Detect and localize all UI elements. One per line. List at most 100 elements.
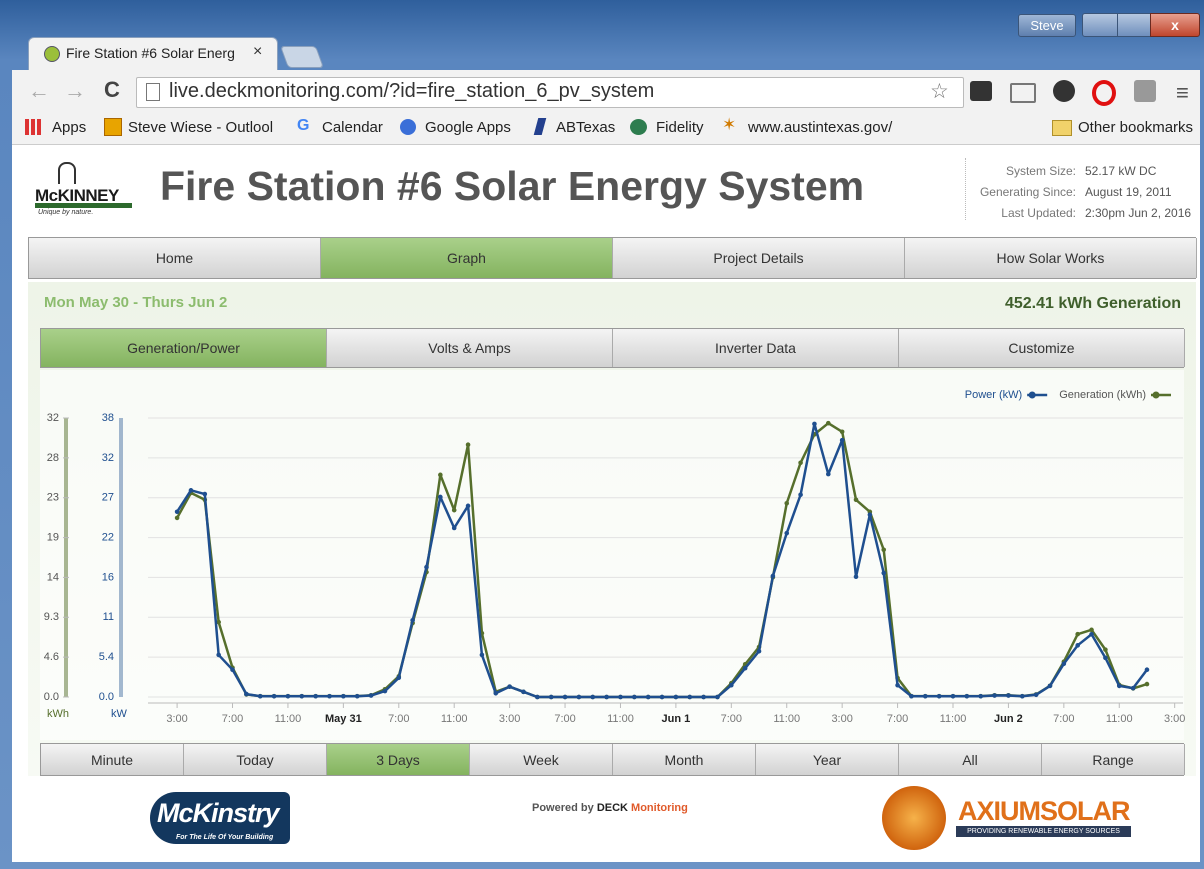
point: [216, 652, 221, 658]
tab[interactable]: [28, 37, 278, 72]
nav-button[interactable]: Graph: [321, 238, 613, 278]
range-button[interactable]: Today: [184, 744, 327, 775]
point: [1103, 647, 1108, 652]
point: [798, 492, 803, 498]
page-icon: [146, 83, 160, 101]
point: [1075, 643, 1080, 648]
bookmark[interactable]: Other bookmarks: [1078, 119, 1194, 136]
range-button[interactable]: All: [899, 744, 1042, 775]
x-tick-label: 3:00: [499, 713, 520, 725]
point: [1130, 685, 1136, 691]
opera-icon[interactable]: [1092, 80, 1116, 106]
x-tick-label: 7:00: [388, 713, 409, 725]
y-tick-label: 32: [102, 452, 114, 464]
point: [465, 503, 471, 509]
range-button[interactable]: Minute: [41, 744, 184, 775]
point: [438, 472, 443, 478]
y2-tick-label: 28: [47, 452, 59, 464]
address-bar[interactable]: [136, 77, 964, 108]
point: [909, 693, 914, 699]
x-tick-label: Jun 1: [662, 713, 691, 725]
folder-icon: [1052, 120, 1072, 136]
point: [853, 497, 859, 503]
point: [327, 693, 332, 699]
reload-button[interactable]: C: [104, 77, 120, 102]
point: [244, 691, 249, 697]
profile-button[interactable]: Steve: [1018, 14, 1076, 37]
point: [881, 570, 887, 576]
point: [881, 547, 887, 553]
bookmark[interactable]: ABTexas: [556, 119, 616, 136]
x-tick-label: Jun 2: [994, 713, 1023, 725]
graph-tab[interactable]: Inverter Data: [613, 329, 899, 367]
range-button[interactable]: 3 Days: [327, 744, 470, 775]
series-line: [176, 422, 1148, 699]
bookmark[interactable]: Fidelity: [656, 119, 704, 136]
y-tick-label: 0.0: [99, 691, 114, 703]
nav-button[interactable]: Home: [29, 238, 321, 278]
point: [438, 494, 443, 500]
info-value: 2:30pm Jun 2, 2016: [1085, 206, 1192, 220]
point: [978, 693, 984, 699]
point: [521, 689, 526, 695]
menu-button[interactable]: ≡: [1176, 80, 1189, 105]
x-tick-label: May 31: [325, 713, 362, 725]
point: [922, 693, 928, 699]
x-tick-label: 3:00: [831, 713, 852, 725]
range-button[interactable]: Range: [1042, 744, 1185, 775]
point: [507, 684, 512, 689]
extension-icon[interactable]: [970, 81, 992, 101]
point: [1144, 681, 1150, 687]
point: [368, 693, 374, 698]
point: [562, 694, 568, 700]
x-tick-label: 7:00: [1053, 713, 1074, 725]
x-tick-label: 11:00: [1106, 713, 1133, 725]
range-button[interactable]: Month: [613, 744, 756, 775]
bookmark-icon: ✶: [722, 115, 737, 134]
extension-icon[interactable]: [1053, 80, 1075, 102]
bookmark[interactable]: Steve Wiese - Outlool: [128, 119, 274, 136]
point: [299, 693, 305, 699]
close-button[interactable]: x: [1150, 13, 1200, 37]
point: [174, 509, 180, 515]
bookmark-icon: [104, 118, 122, 136]
point: [659, 694, 665, 700]
y2-tick-label: 0.0: [44, 691, 59, 703]
point: [936, 693, 942, 699]
back-button[interactable]: ←: [28, 78, 50, 103]
nav-button[interactable]: How Solar Works: [905, 238, 1197, 278]
point: [1006, 693, 1011, 698]
cast-icon[interactable]: [1010, 83, 1036, 103]
nav-button[interactable]: Project Details: [613, 238, 905, 278]
bookmark-star[interactable]: ☆: [930, 80, 949, 103]
graph-tab[interactable]: Volts & Amps: [327, 329, 613, 367]
bookmark[interactable]: www.austintexas.gov/: [748, 119, 893, 136]
minimize-button[interactable]: [1082, 13, 1119, 37]
range-button[interactable]: Year: [756, 744, 899, 775]
graph-tab[interactable]: Generation/Power: [41, 329, 327, 367]
point: [784, 530, 790, 536]
graph-tab[interactable]: Customize: [899, 329, 1185, 367]
point: [451, 525, 457, 531]
point: [1033, 692, 1039, 698]
forward-button[interactable]: →: [64, 78, 86, 103]
range-button[interactable]: Week: [470, 744, 613, 775]
bookmark[interactable]: Google Apps: [425, 119, 511, 136]
point: [230, 667, 235, 672]
legend-label: Power (kW): [965, 389, 1022, 401]
y2-tick-label: 9.3: [44, 611, 59, 623]
tab-close[interactable]: ×: [253, 43, 263, 60]
logo-bar: [35, 203, 132, 208]
point: [742, 665, 748, 671]
extension-icon[interactable]: [1134, 80, 1156, 102]
bookmark[interactable]: Apps: [52, 119, 87, 136]
url: live.deckmonitoring.com/?id=fire_station…: [169, 80, 655, 102]
bookmark-icon: [630, 119, 647, 135]
point: [812, 421, 817, 427]
mckinstry-tagline: For The Life Of Your Building: [176, 834, 274, 841]
y-tick-label: 5.4: [99, 651, 114, 663]
point: [548, 694, 554, 700]
bookmark[interactable]: Calendar: [322, 119, 383, 136]
point: [632, 694, 637, 700]
x-tick-label: 7:00: [554, 713, 575, 725]
